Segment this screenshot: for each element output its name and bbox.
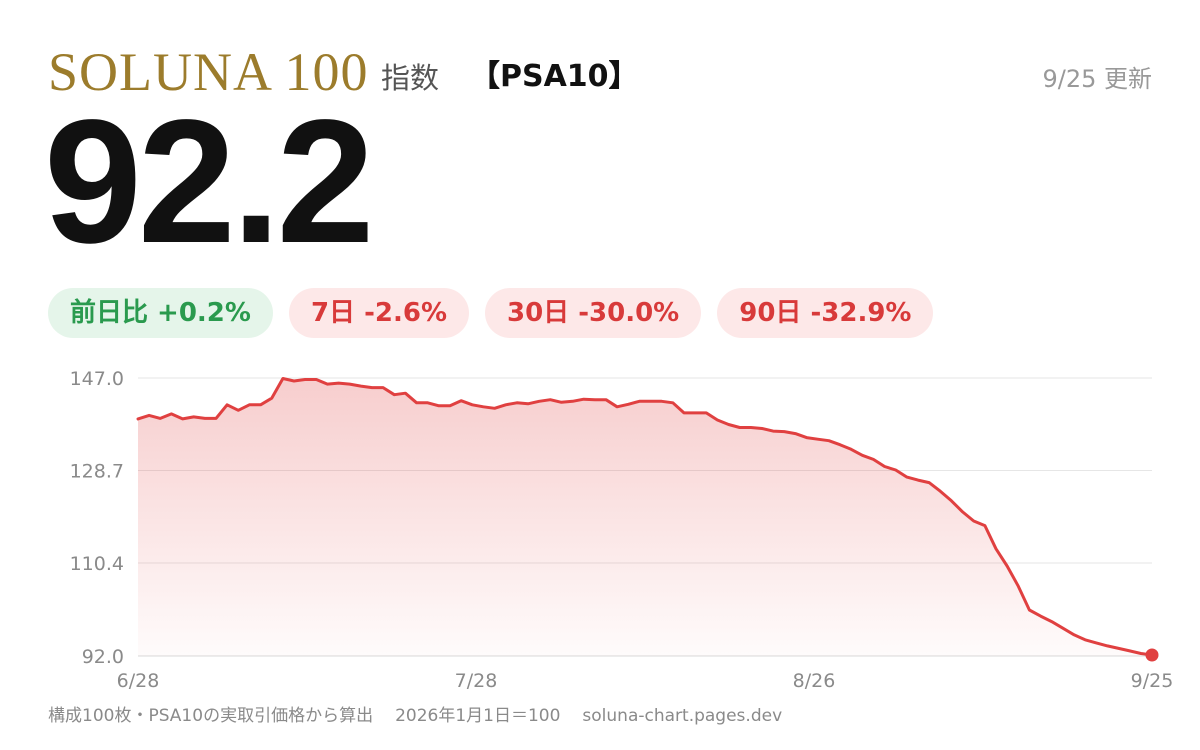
index-chart: 147.0 128.7 110.4 92.0 6/28 7/28 8/26 9/25 xyxy=(70,368,1174,692)
last-point-marker xyxy=(1145,648,1159,662)
change-pill-7d: 7日 -2.6% xyxy=(288,288,469,338)
area-fill xyxy=(138,378,1152,656)
current-index-value: 92.2 xyxy=(44,84,375,280)
change-pills: 前日比 +0.2% 7日 -2.6% 30日 -30.0% 90日 -32.9% xyxy=(48,288,934,338)
footer-base: 2026年1月1日＝100 xyxy=(395,706,561,726)
y-tick-label: 92.0 xyxy=(82,646,124,668)
footer: 構成100枚・PSA10の実取引価格から算出 2026年1月1日＝100 solun… xyxy=(48,704,782,728)
x-tick-label: 7/28 xyxy=(455,670,498,692)
updated-date: 9/25 更新 xyxy=(1042,65,1152,93)
change-pill-30d: 30日 -30.0% xyxy=(485,288,702,338)
x-tick-label: 9/25 xyxy=(1131,670,1174,692)
grade-label: 【PSA10】 xyxy=(470,59,639,94)
footer-site: soluna-chart.pages.dev xyxy=(582,706,783,726)
y-tick-label: 128.7 xyxy=(70,460,124,482)
y-tick-label: 147.0 xyxy=(70,368,124,390)
x-tick-label: 8/26 xyxy=(793,670,836,692)
change-pill-1d: 前日比 +0.2% xyxy=(48,288,273,338)
change-pill-90d: 90日 -32.9% xyxy=(717,288,934,338)
y-tick-label: 110.4 xyxy=(70,553,124,575)
brand-title: SOLUNA 100 xyxy=(48,42,369,102)
index-label: 指数 xyxy=(381,61,440,95)
series-line xyxy=(136,377,1154,657)
x-tick-label: 6/28 xyxy=(117,670,160,692)
footer-note: 構成100枚・PSA10の実取引価格から算出 xyxy=(48,706,374,726)
